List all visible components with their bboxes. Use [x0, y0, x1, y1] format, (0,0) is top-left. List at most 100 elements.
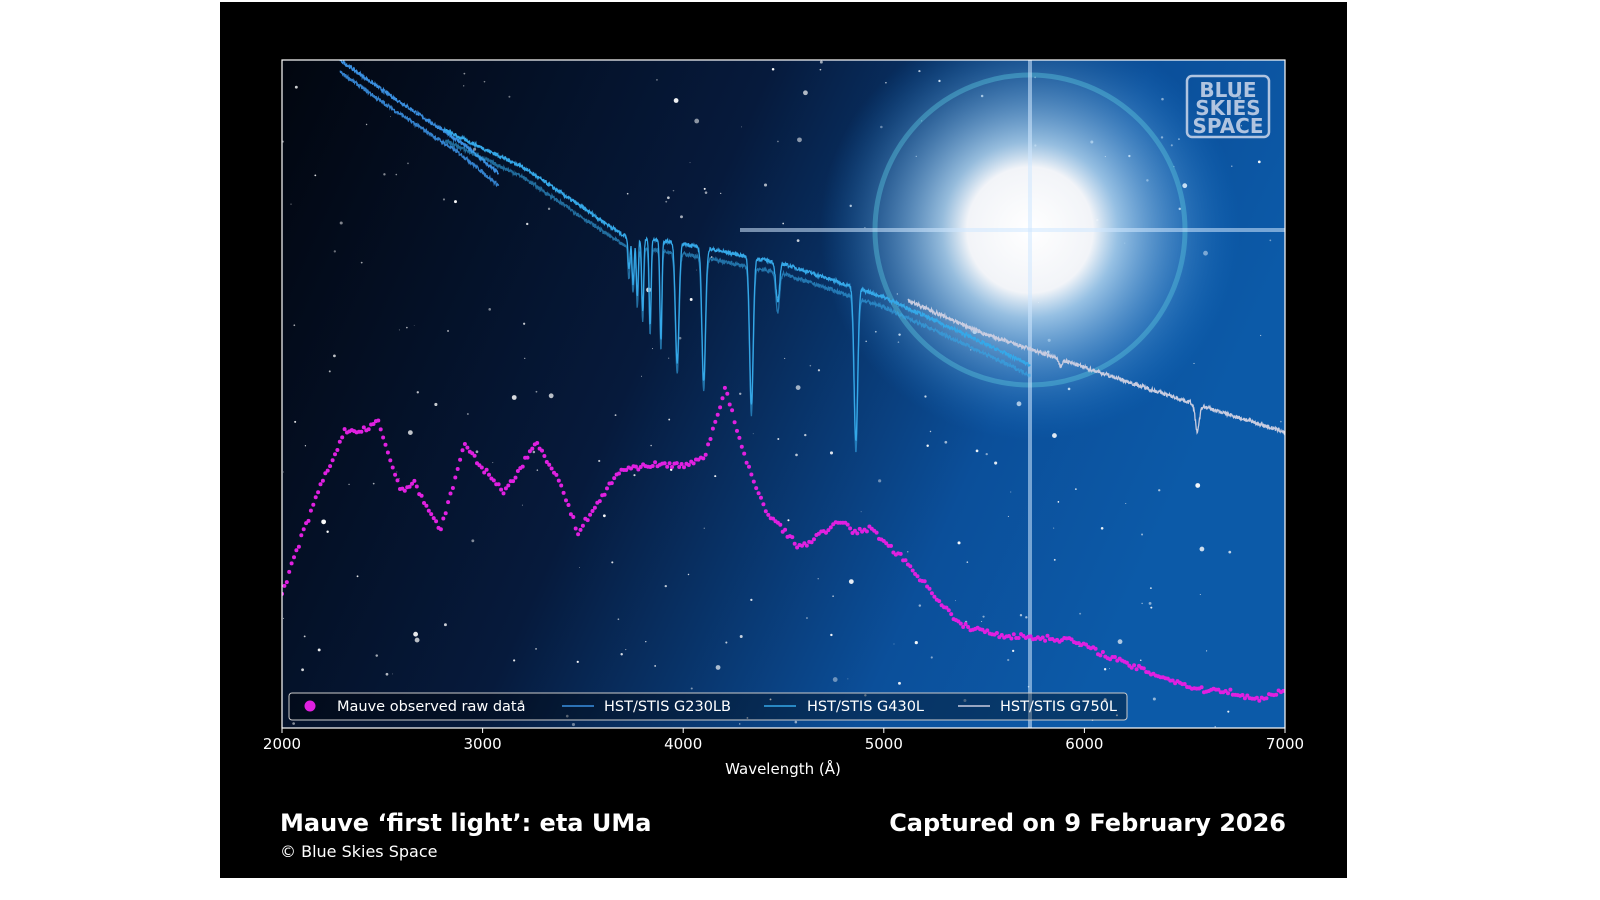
mauve-data-point: [568, 512, 573, 517]
plot-frame: [281, 59, 1286, 729]
star: [617, 618, 620, 621]
mauve-data-point: [677, 465, 682, 469]
mauve-data-point: [458, 457, 463, 462]
star: [832, 677, 838, 682]
mauve-data-point: [910, 568, 915, 573]
star: [777, 140, 779, 143]
mauve-data-point: [1216, 687, 1221, 692]
star: [602, 514, 606, 518]
star: [1193, 362, 1195, 365]
star: [416, 391, 419, 394]
star: [650, 444, 652, 447]
mauve-data-point: [1245, 693, 1250, 698]
legend-marker-mauve: [304, 700, 316, 712]
mauve-data-point: [686, 463, 691, 467]
mauve-data-point: [735, 428, 739, 433]
mauve-data-point: [889, 543, 893, 548]
star: [447, 329, 450, 332]
mauve-data-point: [783, 527, 788, 532]
star: [611, 561, 614, 564]
mauve-data-point: [1182, 682, 1187, 686]
mauve-data-point: [713, 419, 718, 424]
mauve-data-point: [624, 468, 629, 472]
mauve-data-point: [908, 564, 913, 569]
copyright: © Blue Skies Space: [280, 842, 437, 861]
star: [794, 720, 798, 724]
mauve-data-point: [381, 435, 386, 440]
mauve-data-point: [554, 472, 559, 477]
mauve-data-point: [556, 478, 561, 483]
mauve-data-point: [633, 464, 638, 469]
star: [1199, 593, 1201, 596]
star: [668, 418, 671, 421]
star: [944, 440, 948, 444]
mauve-data-point: [527, 449, 532, 454]
star: [829, 451, 834, 455]
star: [290, 203, 292, 205]
mauve-data-point: [662, 461, 667, 466]
star: [328, 370, 331, 373]
mauve-data-point: [708, 437, 713, 441]
mauve-data-point: [682, 465, 686, 470]
x-tick-label: 5000: [865, 735, 903, 753]
legend: Mauve observed raw data HST/STIS G230LB …: [288, 692, 1128, 721]
star: [994, 461, 998, 465]
mauve-data-point: [612, 476, 617, 481]
mauve-data-point: [718, 405, 723, 410]
star: [725, 641, 728, 644]
x-axis-label: Wavelength (Å): [725, 759, 841, 778]
star: [282, 140, 285, 143]
mauve-data-point: [958, 621, 963, 626]
star: [957, 541, 961, 545]
mauve-data-point: [602, 492, 607, 497]
mauve-data-point: [359, 429, 364, 434]
star: [817, 369, 821, 372]
star: [508, 95, 511, 98]
star: [396, 471, 398, 473]
mauve-data-point: [446, 500, 451, 505]
mauve-data-point: [1240, 693, 1245, 697]
mauve-data-point: [320, 478, 325, 483]
capture-date: Captured on 9 February 2026: [889, 809, 1286, 837]
star: [694, 118, 700, 124]
star: [656, 79, 658, 81]
mauve-data-point: [316, 490, 321, 495]
mauve-data-point: [323, 471, 328, 476]
star: [645, 641, 647, 643]
star: [1025, 616, 1028, 619]
star: [703, 527, 705, 529]
star: [777, 438, 780, 441]
mauve-data-point: [299, 533, 304, 538]
mauve-data-point: [922, 579, 927, 584]
mauve-data-point: [795, 545, 800, 550]
star: [1109, 668, 1110, 670]
mauve-data-point: [1100, 650, 1105, 654]
mauve-data-point: [434, 519, 439, 524]
star: [715, 665, 721, 670]
star: [703, 187, 706, 190]
background-image: BLUE SKIES SPACE: [282, 60, 1285, 728]
star: [463, 72, 466, 75]
star: [1007, 658, 1010, 662]
star: [1150, 606, 1153, 609]
legend-label-mauve: Mauve observed raw data: [337, 699, 526, 715]
mauve-data-point: [308, 508, 313, 513]
mauve-data-point: [520, 464, 525, 469]
mauve-data-point: [390, 465, 395, 470]
star: [471, 539, 475, 543]
star: [796, 239, 800, 243]
star: [720, 192, 722, 195]
legend-label-g230lb: HST/STIS G230LB: [604, 699, 731, 715]
mauve-data-point: [393, 472, 398, 477]
star: [1053, 558, 1056, 561]
star: [787, 519, 790, 522]
star: [1152, 697, 1156, 701]
mauve-data-point: [763, 509, 768, 514]
mauve-data-point: [1242, 696, 1247, 701]
mauve-data-point: [503, 486, 508, 491]
mauve-data-point: [756, 491, 761, 496]
star: [985, 452, 988, 456]
mauve-data-point: [1281, 688, 1285, 693]
mauve-data-point: [590, 509, 595, 513]
star: [809, 364, 812, 367]
